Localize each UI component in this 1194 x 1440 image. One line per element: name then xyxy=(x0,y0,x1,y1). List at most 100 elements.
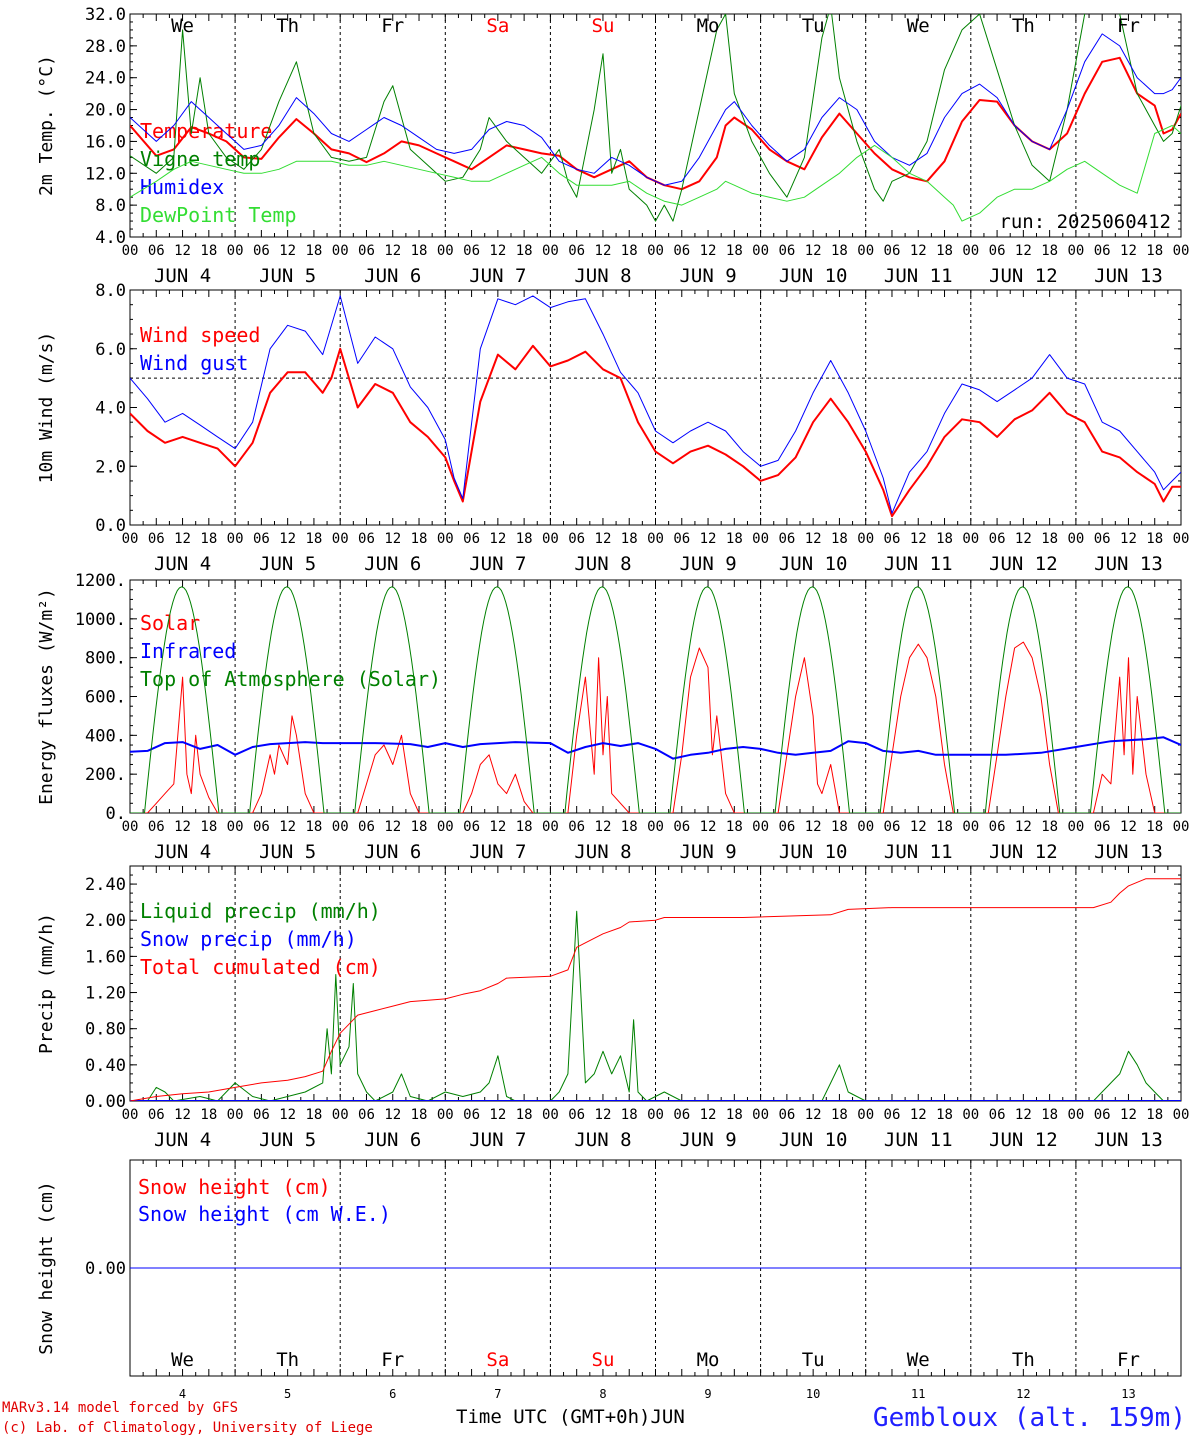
hour-label: 12 xyxy=(384,819,401,835)
y-tick-label: 4.0 xyxy=(95,399,126,419)
legend-entry: Temperature xyxy=(140,119,272,143)
station-name: Gembloux (alt. 159m) xyxy=(872,1403,1186,1433)
y-axis-label: Precip (mm/h) xyxy=(36,913,57,1054)
date-label: JUN 8 xyxy=(574,1129,631,1151)
hour-label: 06 xyxy=(568,1107,585,1123)
hour-label: 06 xyxy=(358,1107,375,1123)
hour-label: 18 xyxy=(305,1107,322,1123)
date-label: JUN 11 xyxy=(884,265,953,287)
weekday-label: We xyxy=(907,15,930,37)
hour-label: 12 xyxy=(489,1107,506,1123)
hour-label: 18 xyxy=(831,1107,848,1123)
legend-entry: Snow height (cm) xyxy=(138,1175,331,1199)
legend-entry: Infrared xyxy=(140,639,236,663)
hour-label: 06 xyxy=(989,531,1006,547)
hour-label: 06 xyxy=(989,1107,1006,1123)
y-tick-label: 0.0 xyxy=(95,516,126,536)
legend-entry: Vigne temp xyxy=(140,147,260,171)
day-number-label: 4 xyxy=(179,1387,186,1401)
hour-label: 00 xyxy=(857,1107,874,1123)
hour-label: 00 xyxy=(1173,531,1190,547)
hour-label: 06 xyxy=(148,243,165,259)
hour-label: 00 xyxy=(542,819,559,835)
legend-entry: Liquid precip (mm/h) xyxy=(140,899,381,923)
hour-label: 00 xyxy=(857,243,874,259)
day-number-label: 6 xyxy=(389,1387,396,1401)
date-label: JUN 12 xyxy=(989,553,1058,575)
hour-label: 12 xyxy=(910,819,927,835)
date-label: JUN 6 xyxy=(364,553,421,575)
hour-label: 06 xyxy=(463,1107,480,1123)
hour-label: 00 xyxy=(752,819,769,835)
hour-label: 12 xyxy=(805,1107,822,1123)
y-tick-label: 2.00 xyxy=(85,911,126,931)
hour-label: 00 xyxy=(1067,531,1084,547)
hour-label: 06 xyxy=(1094,243,1111,259)
hour-label: 18 xyxy=(936,819,953,835)
y-tick-label: 0.80 xyxy=(85,1020,126,1040)
hour-label: 12 xyxy=(1120,531,1137,547)
day-number-label: 11 xyxy=(911,1387,925,1401)
lab-credit: (c) Lab. of Climatology, University of L… xyxy=(2,1420,373,1436)
hour-label: 18 xyxy=(516,1107,533,1123)
weekday-label: Fr xyxy=(381,15,404,37)
date-label: JUN 11 xyxy=(884,1129,953,1151)
hour-label: 00 xyxy=(962,243,979,259)
hour-label: 06 xyxy=(884,243,901,259)
date-label: JUN 5 xyxy=(259,841,316,863)
hour-label: 00 xyxy=(437,531,454,547)
date-label: JUN 6 xyxy=(364,265,421,287)
date-label: JUN 13 xyxy=(1094,265,1163,287)
hour-label: 18 xyxy=(621,819,638,835)
hour-label: 06 xyxy=(568,531,585,547)
date-label: JUN 4 xyxy=(154,1129,211,1151)
date-label: JUN 13 xyxy=(1094,553,1163,575)
model-credit: MARv3.14 model forced by GFS xyxy=(2,1400,239,1416)
day-number-label: 8 xyxy=(599,1387,606,1401)
y-tick-label: 0.00 xyxy=(85,1259,126,1279)
hour-label: 00 xyxy=(857,819,874,835)
x-axis-month: JUN xyxy=(650,1406,685,1428)
hour-label: 06 xyxy=(148,531,165,547)
weekday-label: Sa xyxy=(486,15,509,37)
series-line-infrared xyxy=(130,736,1181,760)
hour-label: 12 xyxy=(279,531,296,547)
date-label: JUN 9 xyxy=(679,841,736,863)
y-tick-label: 8.0 xyxy=(95,196,126,216)
y-tick-label: 20.0 xyxy=(85,101,126,121)
hour-label: 06 xyxy=(884,819,901,835)
x-axis-label: Time UTC (GMT+0h) xyxy=(456,1406,651,1428)
hour-label: 18 xyxy=(1041,243,1058,259)
hour-label: 00 xyxy=(857,531,874,547)
hour-label: 00 xyxy=(1173,819,1190,835)
hour-label: 00 xyxy=(647,819,664,835)
weekday-label: Th xyxy=(1012,1349,1035,1371)
legend-entry: DewPoint Temp xyxy=(140,203,297,227)
hour-label: 06 xyxy=(778,819,795,835)
hour-label: 18 xyxy=(936,531,953,547)
hour-label: 12 xyxy=(1015,1107,1032,1123)
hour-label: 12 xyxy=(595,1107,612,1123)
date-label: JUN 10 xyxy=(779,841,848,863)
hour-label: 12 xyxy=(489,243,506,259)
y-axis-label: Snow height (cm) xyxy=(36,1181,57,1354)
date-label: JUN 6 xyxy=(364,1129,421,1151)
hour-label: 12 xyxy=(174,1107,191,1123)
date-label: JUN 7 xyxy=(469,841,526,863)
weekday-label: Th xyxy=(276,1349,299,1371)
hour-label: 00 xyxy=(647,531,664,547)
hour-label: 06 xyxy=(1094,819,1111,835)
series-line-dewpoint-temp xyxy=(130,125,1181,222)
hour-label: 18 xyxy=(726,243,743,259)
weekday-label: Mo xyxy=(697,15,720,37)
hour-label: 12 xyxy=(279,243,296,259)
weekday-label: We xyxy=(171,1349,194,1371)
hour-label: 18 xyxy=(1146,531,1163,547)
hour-label: 00 xyxy=(227,531,244,547)
hour-label: 00 xyxy=(227,243,244,259)
date-label: JUN 9 xyxy=(679,1129,736,1151)
series-line-vigne-temp xyxy=(130,14,1181,222)
hour-label: 00 xyxy=(332,531,349,547)
series-line-solar xyxy=(130,641,1181,813)
hour-label: 06 xyxy=(463,531,480,547)
